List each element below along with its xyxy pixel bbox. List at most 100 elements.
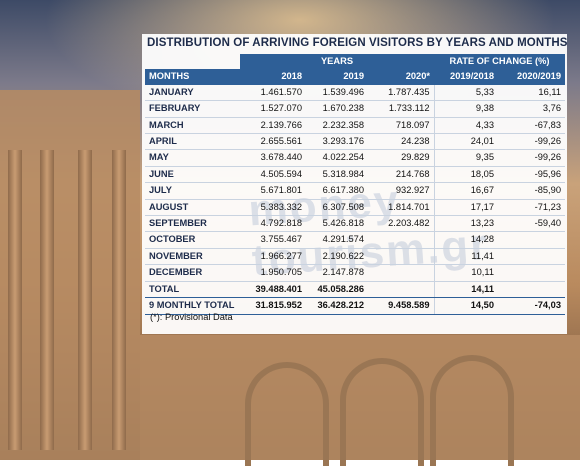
month-cell: 9 MONTHLY TOTAL	[145, 297, 240, 315]
value-cell: 1.461.570	[240, 84, 306, 102]
arch	[340, 358, 424, 466]
column	[112, 150, 126, 450]
table-row: FEBRUARY 1.527.070 1.670.238 1.733.112 9,38 3…	[145, 100, 565, 118]
arch	[430, 355, 514, 466]
value-cell: 10,11	[433, 264, 498, 282]
month-cell: NOVEMBER	[145, 248, 240, 266]
value-cell	[368, 264, 434, 282]
value-cell: -95,96	[498, 166, 565, 184]
value-cell: 4.792.818	[240, 215, 306, 233]
value-cell: 16,67	[433, 182, 498, 200]
month-cell: AUGUST	[145, 199, 240, 217]
arch	[245, 362, 329, 466]
value-cell: 1.539.496	[306, 84, 368, 102]
value-cell: 17,17	[433, 199, 498, 217]
table-title: DISTRIBUTION OF ARRIVING FOREIGN VISITOR…	[147, 37, 568, 49]
month-cell: MARCH	[145, 117, 240, 135]
value-cell: 14,28	[433, 231, 498, 249]
footnote: (*): Provisional Data	[150, 312, 233, 322]
value-cell: 9,35	[433, 149, 498, 167]
month-cell: MAY	[145, 149, 240, 167]
value-cell: 3.678.440	[240, 149, 306, 167]
table-row: JULY 5.671.801 6.617.380 932.927 16,67 -85,90	[145, 182, 565, 200]
value-cell: 1.527.070	[240, 100, 306, 118]
value-cell: 14,50	[433, 297, 498, 315]
value-cell: -71,23	[498, 199, 565, 217]
group-header-row: YEARS RATE OF CHANGE (%)	[145, 54, 565, 70]
value-cell: 39.488.401	[240, 280, 306, 299]
value-cell: 36.428.212	[306, 297, 368, 315]
col-rate-2020-2019: 2020/2019	[498, 69, 565, 85]
value-cell	[498, 280, 565, 299]
month-cell: OCTOBER	[145, 231, 240, 249]
value-cell: 13,23	[433, 215, 498, 233]
value-cell	[368, 231, 434, 249]
month-cell: JUNE	[145, 166, 240, 184]
value-cell: 14,11	[433, 280, 498, 299]
month-cell: DECEMBER	[145, 264, 240, 282]
value-cell: 18,05	[433, 166, 498, 184]
value-cell: 4.022.254	[306, 149, 368, 167]
value-cell: -85,90	[498, 182, 565, 200]
table-row: JANUARY 1.461.570 1.539.496 1.787.435 5,33 16…	[145, 84, 565, 102]
value-cell: 1.787.435	[368, 84, 434, 102]
value-cell: 3.755.467	[240, 231, 306, 249]
value-cell: 214.768	[368, 166, 434, 184]
value-cell: 2.147.878	[306, 264, 368, 282]
table-row: APRIL 2.655.561 3.293.176 24.238 24,01 -99,26	[145, 133, 565, 151]
value-cell: -59,40	[498, 215, 565, 233]
value-cell: 2.203.482	[368, 215, 434, 233]
col-rate-2019-2018: 2019/2018	[434, 69, 498, 85]
table-row: SEPTEMBER 4.792.818 5.426.818 2.203.482 13,2…	[145, 215, 565, 233]
month-cell: SEPTEMBER	[145, 215, 240, 233]
value-cell: 2.190.622	[306, 248, 368, 266]
col-2019: 2019	[306, 69, 368, 85]
value-cell	[498, 231, 565, 249]
value-cell: 4.505.594	[240, 166, 306, 184]
value-cell: 5.671.801	[240, 182, 306, 200]
column	[40, 150, 54, 450]
value-cell: 5,33	[433, 84, 498, 102]
table-row: NOVEMBER 1.966.277 2.190.622 11,41	[145, 248, 565, 266]
value-cell: 31.815.952	[240, 297, 306, 315]
value-cell	[498, 248, 565, 266]
value-cell: -74,03	[498, 297, 565, 315]
value-cell: 5.318.984	[306, 166, 368, 184]
month-cell: APRIL	[145, 133, 240, 151]
value-cell: 2.139.766	[240, 117, 306, 135]
value-cell: 6.307.508	[306, 199, 368, 217]
table-row: JUNE 4.505.594 5.318.984 214.768 18,05 -95,96	[145, 166, 565, 184]
value-cell: 932.927	[368, 182, 434, 200]
value-cell: 9,38	[433, 100, 498, 118]
value-cell: 11,41	[433, 248, 498, 266]
column	[8, 150, 22, 450]
month-cell: TOTAL	[145, 280, 240, 299]
visitors-table: YEARS RATE OF CHANGE (%) MONTHS 2018 201…	[145, 54, 565, 315]
value-cell	[498, 264, 565, 282]
value-cell: 718.097	[368, 117, 434, 135]
value-cell: -67,83	[498, 117, 565, 135]
value-cell: 2.232.358	[306, 117, 368, 135]
value-cell: 1.950.705	[240, 264, 306, 282]
value-cell: 45.058.286	[306, 280, 368, 299]
value-cell: 2.655.561	[240, 133, 306, 151]
month-cell: FEBRUARY	[145, 100, 240, 118]
value-cell	[368, 280, 434, 299]
column	[78, 150, 92, 450]
value-cell: 1.814.701	[368, 199, 434, 217]
value-cell: -99,26	[498, 133, 565, 151]
value-cell: 5.426.818	[306, 215, 368, 233]
value-cell: 6.617.380	[306, 182, 368, 200]
value-cell: 9.458.589	[368, 297, 434, 315]
value-cell: 4.291.574	[306, 231, 368, 249]
value-cell: -99,26	[498, 149, 565, 167]
value-cell: 5.383.332	[240, 199, 306, 217]
value-cell: 1.966.277	[240, 248, 306, 266]
col-2018: 2018	[240, 69, 306, 85]
table-row: MAY 3.678.440 4.022.254 29.829 9,35 -99,26	[145, 149, 565, 167]
value-cell: 29.829	[368, 149, 434, 167]
value-cell: 24,01	[433, 133, 498, 151]
month-cell: JANUARY	[145, 84, 240, 102]
value-cell: 24.238	[368, 133, 434, 151]
month-cell: JULY	[145, 182, 240, 200]
